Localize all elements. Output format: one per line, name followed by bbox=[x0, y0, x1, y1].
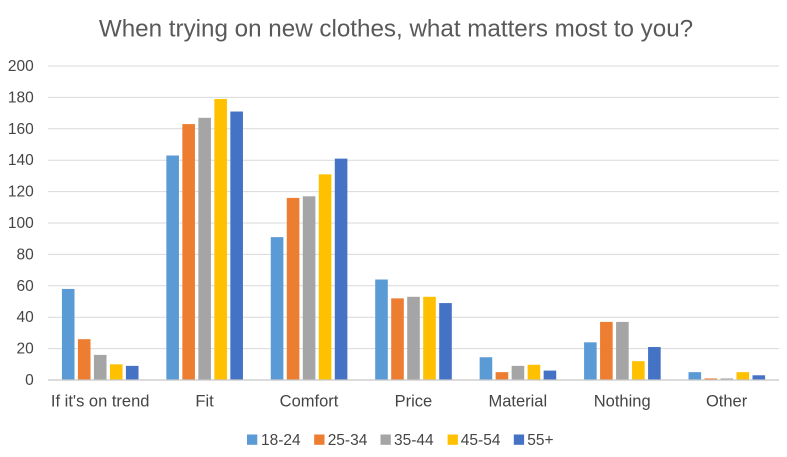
svg-text:60: 60 bbox=[17, 278, 35, 295]
svg-text:55+: 55+ bbox=[527, 432, 553, 449]
svg-text:20: 20 bbox=[17, 341, 35, 358]
svg-text:0: 0 bbox=[25, 372, 34, 389]
svg-text:35-44: 35-44 bbox=[394, 432, 434, 449]
svg-text:Price: Price bbox=[395, 393, 433, 411]
svg-text:If it's on trend: If it's on trend bbox=[51, 393, 150, 411]
svg-text:When trying on new clothes, wh: When trying on new clothes, what matters… bbox=[99, 15, 693, 42]
svg-text:Comfort: Comfort bbox=[280, 393, 339, 411]
svg-text:160: 160 bbox=[8, 121, 34, 138]
svg-text:140: 140 bbox=[8, 152, 34, 169]
svg-text:80: 80 bbox=[17, 246, 35, 263]
svg-text:25-34: 25-34 bbox=[328, 432, 368, 449]
svg-text:Nothing: Nothing bbox=[594, 393, 651, 411]
svg-text:180: 180 bbox=[8, 89, 34, 106]
svg-text:120: 120 bbox=[8, 184, 34, 201]
svg-text:100: 100 bbox=[8, 215, 34, 232]
svg-text:Fit: Fit bbox=[195, 393, 214, 411]
svg-text:Other: Other bbox=[706, 393, 748, 411]
svg-text:40: 40 bbox=[17, 309, 35, 326]
svg-text:45-54: 45-54 bbox=[461, 432, 501, 449]
svg-text:Material: Material bbox=[488, 393, 547, 411]
svg-text:18-24: 18-24 bbox=[261, 432, 301, 449]
svg-text:200: 200 bbox=[8, 58, 34, 75]
